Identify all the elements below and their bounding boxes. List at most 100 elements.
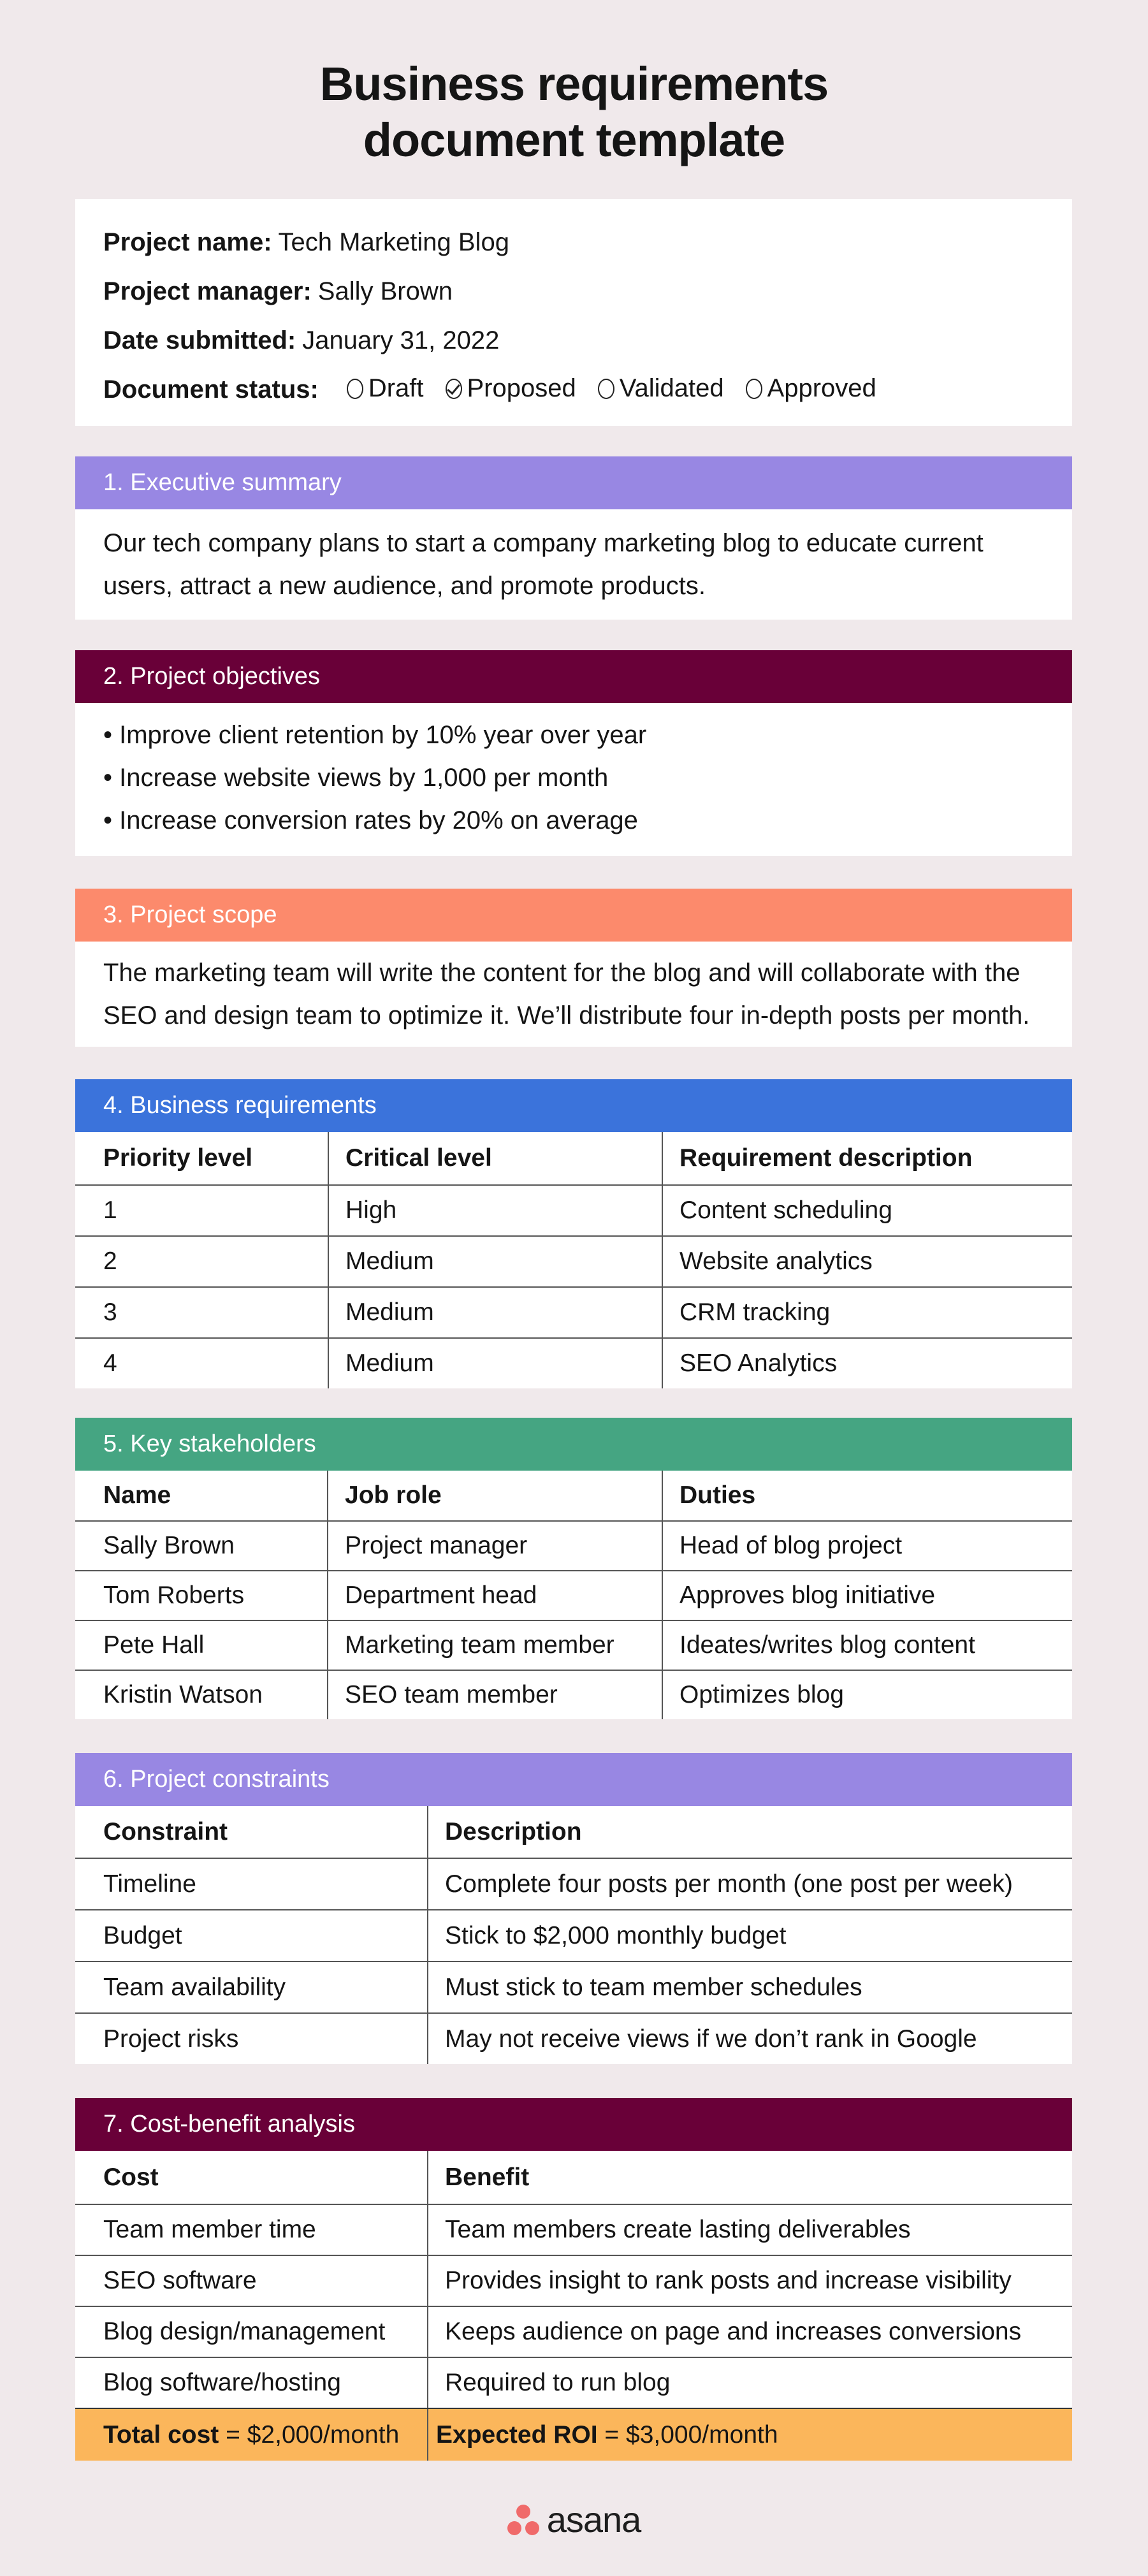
objective-item: • Increase website views by 1,000 per mo… bbox=[103, 764, 609, 792]
column-header: Job role bbox=[327, 1471, 662, 1520]
table-cell: SEO team member bbox=[327, 1671, 662, 1719]
table-cell: Medium bbox=[328, 1237, 662, 1286]
table-cell: Team availability bbox=[103, 1973, 286, 2001]
table-cell: High bbox=[328, 1186, 662, 1235]
table-header-row: Name Job role Duties bbox=[75, 1471, 1072, 1520]
table-row: Kristin Watson SEO team member Optimizes b… bbox=[75, 1670, 1072, 1719]
section-project-constraints: 6. Project constraints Constraint Descrip… bbox=[75, 1753, 1072, 2064]
table-cell: Content scheduling bbox=[662, 1186, 1072, 1235]
table-cell: Team member time bbox=[103, 2216, 316, 2243]
project-manager-row: Project manager: Sally Brown bbox=[75, 267, 1072, 316]
section-header: 4. Business requirements bbox=[75, 1079, 1072, 1132]
table-cell: Medium bbox=[328, 1288, 662, 1337]
radio-icon[interactable] bbox=[346, 378, 363, 399]
table-row: Blog design/management Keeps audience on … bbox=[75, 2306, 1072, 2357]
table-row: SEO software Provides insight to rank pos… bbox=[75, 2255, 1072, 2306]
cost-benefit-table: Cost Benefit Team member time Team members … bbox=[75, 2151, 1072, 2408]
status-option-label: Approved bbox=[767, 374, 876, 403]
section-cost-benefit: 7. Cost-benefit analysis Cost Benefit Team… bbox=[75, 2098, 1072, 2461]
table-cell: 1 bbox=[103, 1197, 117, 1224]
table-cell: Blog design/management bbox=[103, 2318, 386, 2345]
table-cell: Kristin Watson bbox=[103, 1681, 263, 1708]
section-header: 3. Project scope bbox=[75, 889, 1072, 942]
table-cell: Marketing team member bbox=[327, 1621, 662, 1670]
status-option-validated[interactable]: Validated bbox=[597, 374, 724, 403]
column-header: Description bbox=[427, 1806, 1072, 1858]
section-key-stakeholders: 5. Key stakeholders Name Job role Duties Sa… bbox=[75, 1418, 1072, 1719]
asana-logo: asana bbox=[0, 2499, 1148, 2540]
date-submitted: January 31, 2022 bbox=[302, 326, 500, 354]
table-cell: SEO Analytics bbox=[662, 1339, 1072, 1388]
column-header: Critical level bbox=[328, 1132, 662, 1184]
status-option-draft[interactable]: Draft bbox=[346, 374, 424, 403]
page-title: Business requirements document template bbox=[319, 57, 829, 166]
table-row: Timeline Complete four posts per month (o… bbox=[75, 1858, 1072, 1909]
table-row: Team availability Must stick to team memb… bbox=[75, 1961, 1072, 2012]
table-header-row: Priority level Critical level Requirement … bbox=[75, 1132, 1072, 1184]
table-header-row: Constraint Description bbox=[75, 1806, 1072, 1858]
table-cell: Ideates/writes blog content bbox=[662, 1621, 1072, 1670]
table-cell: Budget bbox=[103, 1921, 182, 1949]
table-row: Pete Hall Marketing team member Ideates/wr… bbox=[75, 1620, 1072, 1670]
table-cell: CRM tracking bbox=[662, 1288, 1072, 1337]
table-row: Project risks May not receive views if we… bbox=[75, 2012, 1072, 2064]
table-cell: Project manager bbox=[327, 1522, 662, 1570]
table-row: 1 High Content scheduling bbox=[75, 1184, 1072, 1235]
table-cell: Optimizes blog bbox=[662, 1671, 1072, 1719]
section-header: 7. Cost-benefit analysis bbox=[75, 2098, 1072, 2151]
table-cell: Keeps audience on page and increases con… bbox=[427, 2307, 1072, 2357]
constraints-table: Constraint Description Timeline Complete fo… bbox=[75, 1806, 1072, 2064]
table-cell: Tom Roberts bbox=[103, 1582, 245, 1609]
table-row: Team member time Team members create last… bbox=[75, 2204, 1072, 2255]
column-header: Priority level bbox=[103, 1144, 253, 1172]
table-cell: Required to run blog bbox=[427, 2358, 1072, 2408]
section-project-objectives: 2. Project objectives • Improve client r… bbox=[75, 650, 1072, 856]
label: Project name: bbox=[103, 228, 272, 256]
text-line: SEO and design team to optimize it. We’l… bbox=[103, 1001, 1030, 1030]
table-row: 2 Medium Website analytics bbox=[75, 1235, 1072, 1286]
table-row: Tom Roberts Department head Approves blog … bbox=[75, 1570, 1072, 1620]
table-cell: Must stick to team member schedules bbox=[427, 1962, 1072, 2012]
column-header: Name bbox=[103, 1481, 171, 1509]
section-header: 6. Project constraints bbox=[75, 1753, 1072, 1806]
table-header-row: Cost Benefit bbox=[75, 2151, 1072, 2204]
status-option-proposed[interactable]: Proposed bbox=[445, 374, 576, 403]
table-cell: Complete four posts per month (one post … bbox=[427, 1859, 1072, 1909]
project-name: Tech Marketing Blog bbox=[278, 228, 509, 256]
status-option-label: Draft bbox=[368, 374, 424, 403]
column-header: Constraint bbox=[103, 1817, 228, 1845]
table-cell: Sally Brown bbox=[103, 1532, 235, 1559]
table-cell: Head of blog project bbox=[662, 1522, 1072, 1570]
status-option-approved[interactable]: Approved bbox=[745, 374, 876, 403]
table-cell: Project risks bbox=[103, 2025, 239, 2053]
status-option-label: Validated bbox=[619, 374, 724, 403]
total-cost-label: Total cost bbox=[103, 2420, 219, 2449]
radio-icon[interactable] bbox=[745, 378, 762, 399]
table-cell: 3 bbox=[103, 1299, 117, 1326]
table-cell: 2 bbox=[103, 1248, 117, 1275]
table-cell: Medium bbox=[328, 1339, 662, 1388]
date-row: Date submitted: January 31, 2022 bbox=[75, 316, 1072, 365]
table-cell: Department head bbox=[327, 1571, 662, 1620]
section-executive-summary: 1. Executive summary Our tech company pl… bbox=[75, 456, 1072, 620]
table-cell: Provides insight to rank posts and incre… bbox=[427, 2256, 1072, 2306]
status-option-label: Proposed bbox=[467, 374, 576, 403]
table-cell: Team members create lasting deliverables bbox=[427, 2205, 1072, 2255]
total-row: Total cost = $2,000/month Expected ROI =… bbox=[75, 2408, 1072, 2461]
label: Date submitted: bbox=[103, 326, 296, 354]
logo-text: asana bbox=[546, 2500, 642, 2540]
table-cell: Stick to $2,000 monthly budget bbox=[427, 1910, 1072, 1961]
radio-icon[interactable] bbox=[597, 378, 614, 399]
checked-radio-icon[interactable] bbox=[445, 378, 462, 399]
table-cell: Timeline bbox=[103, 1870, 196, 1898]
section-header: 2. Project objectives bbox=[75, 650, 1072, 703]
text-line: users, attract a new audience, and promo… bbox=[103, 572, 706, 600]
table-cell: Approves blog initiative bbox=[662, 1571, 1072, 1620]
section-header: 5. Key stakeholders bbox=[75, 1418, 1072, 1471]
table-row: Sally Brown Project manager Head of blog p… bbox=[75, 1520, 1072, 1570]
table-cell: Pete Hall bbox=[103, 1631, 205, 1659]
label: Project manager: bbox=[103, 277, 312, 305]
roi-value: = $3,000/month bbox=[597, 2420, 778, 2449]
project-manager: Sally Brown bbox=[317, 277, 453, 305]
table-cell: Website analytics bbox=[662, 1237, 1072, 1286]
